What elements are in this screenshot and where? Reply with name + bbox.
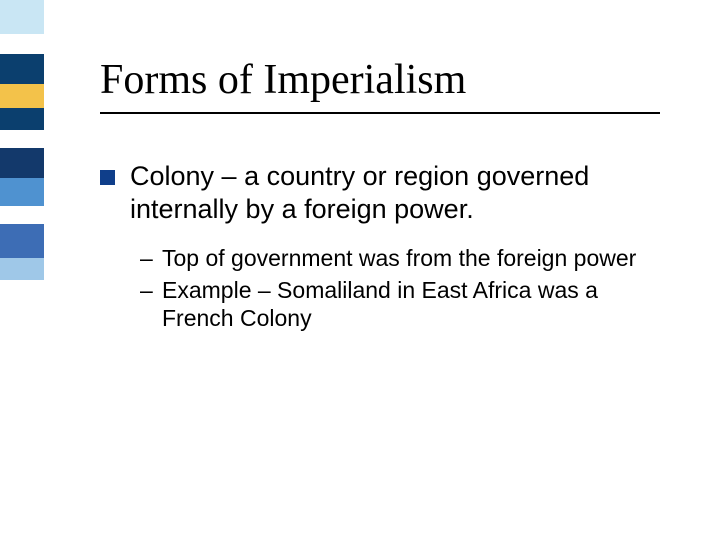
stripe-seg-9 bbox=[0, 224, 44, 258]
stripe-seg-2 bbox=[0, 54, 44, 84]
stripe-seg-3 bbox=[0, 84, 44, 108]
stripe-seg-11 bbox=[0, 280, 44, 540]
title-underline bbox=[100, 112, 660, 114]
bullet-level1: Colony – a country or region governed in… bbox=[100, 160, 660, 226]
bullet-level2: – Top of government was from the foreign… bbox=[100, 244, 660, 272]
stripe-seg-1 bbox=[0, 34, 44, 54]
subbullet-text: Example – Somaliland in East Africa was … bbox=[162, 277, 598, 331]
square-bullet-icon bbox=[100, 170, 115, 185]
dash-bullet-icon: – bbox=[140, 244, 153, 272]
bullet-term: Colony bbox=[130, 161, 214, 191]
stripe-seg-7 bbox=[0, 178, 44, 206]
stripe-seg-5 bbox=[0, 130, 44, 148]
stripe-seg-10 bbox=[0, 258, 44, 280]
slide-title: Forms of Imperialism bbox=[100, 56, 466, 104]
stripe-seg-6 bbox=[0, 148, 44, 178]
dash-bullet-icon: – bbox=[140, 276, 153, 304]
bullet-level2: – Example – Somaliland in East Africa wa… bbox=[100, 276, 660, 332]
stripe-seg-8 bbox=[0, 206, 44, 224]
slide-body: Colony – a country or region governed in… bbox=[100, 160, 660, 336]
side-stripe bbox=[0, 0, 44, 540]
stripe-seg-0 bbox=[0, 0, 44, 34]
slide: Forms of Imperialism Colony – a country … bbox=[0, 0, 720, 540]
subbullet-text: Top of government was from the foreign p… bbox=[162, 245, 636, 271]
stripe-seg-4 bbox=[0, 108, 44, 130]
